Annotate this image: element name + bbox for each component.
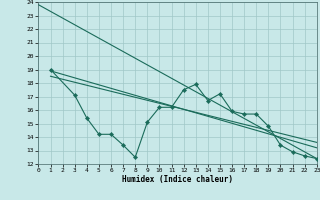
X-axis label: Humidex (Indice chaleur): Humidex (Indice chaleur) xyxy=(122,175,233,184)
